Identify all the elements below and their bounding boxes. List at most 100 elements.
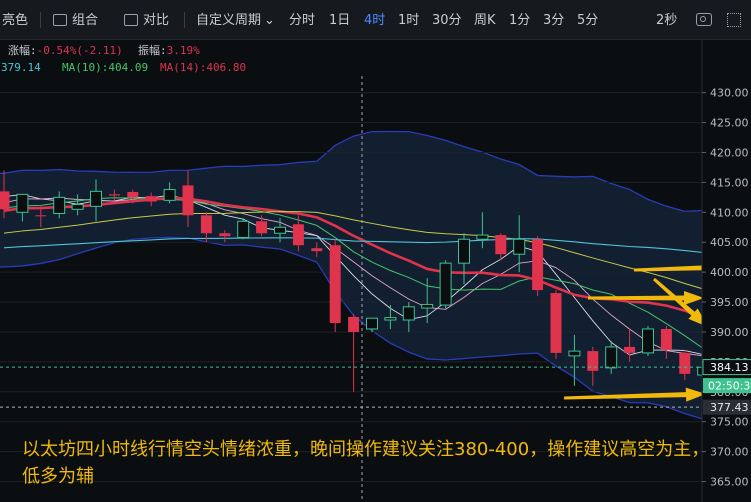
candle-body-up [163,189,176,201]
custom-period-dropdown[interactable]: 自定义周期 ⌄ [196,11,275,31]
price-axis-label: 390.00 [710,326,749,339]
candle-body-down [587,351,599,371]
change-readout: 涨幅:-0.54%(-2.11) [8,44,123,57]
candle-body-down [550,293,562,353]
ma30-line [3,210,704,290]
period-tab[interactable]: 5分 [577,13,599,28]
ma10-readout: MA(10):404.09 [62,61,149,74]
countdown-label: 02:50:35 [708,380,751,393]
candle-body-up [71,204,84,210]
compare-button[interactable]: 对比 [124,11,169,31]
candle-body-up [605,346,618,369]
candle-body-up [90,190,102,207]
candle-body-down [348,317,360,332]
price-axis-label: 365.00 [710,476,749,489]
custom-period-label: 自定义周期 [196,13,262,28]
candle-body-up [421,303,434,309]
candle-body-down [660,328,672,350]
price-axis-label: 415.00 [710,176,749,189]
annotation-arrow [564,387,706,402]
candle-body-up [642,328,654,354]
combo-label: 组合 [72,13,99,28]
candle-body-up [402,306,415,321]
bollinger-band-fill [0,131,722,420]
candle-body-up [237,220,250,238]
price-axis-label: 425.00 [710,117,749,130]
candle-body-up [458,238,470,264]
candle-body-up [384,317,397,321]
candle-body-down [495,235,507,255]
candle-body-down [200,215,212,234]
compare-label: 对比 [143,13,170,28]
period-tab[interactable]: 分时 [289,13,316,28]
candle-body-down [329,245,341,323]
chevron-down-icon: ⌄ [264,13,275,28]
refresh-interval[interactable]: 2秒 [656,13,678,28]
period-tab[interactable]: 3分 [543,13,565,28]
combo-button[interactable]: 组合 [53,11,98,31]
toolbar-divider [40,12,41,28]
price-axis-label: 420.00 [710,146,749,159]
annotation-arrow [653,277,708,327]
theme-toggle-button[interactable]: 亮色 [2,13,29,28]
annotation-arrow [634,260,730,275]
period-tab[interactable]: 周K [474,13,496,28]
candle-body-down [292,224,304,246]
current-price-label: 384.13 [710,361,749,374]
candle-body-up [513,238,526,255]
chart-toolbar: 亮色 组合 对比 自定义周期 ⌄ 分时 1日 4时 1时 30分 周K 1分 3分… [0,0,751,40]
price-axis-label: 395.00 [710,296,749,309]
ma7-line [3,196,704,357]
camera-icon[interactable] [696,13,712,26]
candle-body-up [16,193,29,213]
toolbar-divider [184,12,185,28]
ma10-line [3,197,704,349]
ma-readout: 379.14 [1,61,41,74]
price-axis-label: 430.00 [710,87,749,100]
countdown-tag [703,378,751,394]
price-axis-background [702,40,751,502]
bollinger-upper-line [0,130,722,213]
chart-compare-icon [124,14,138,26]
period-tab[interactable]: 1分 [509,13,531,28]
amplitude-readout: 振幅:3.19% [138,44,200,57]
ma5-line [3,194,704,356]
candle-body-down [532,239,544,291]
period-tab-active[interactable]: 4时 [364,13,386,28]
candle-body-down [256,221,268,234]
candle-body-down [679,352,691,374]
price-level-label: 377.43 [710,401,749,414]
candle-body-up [53,196,66,215]
candle-body-up [476,234,489,240]
current-price-tag [702,359,751,376]
ma60-line [3,237,704,254]
price-axis-label: 405.00 [710,236,749,249]
period-tab[interactable]: 1日 [329,13,351,28]
candle-body-up [274,226,286,234]
price-axis-label: 375.00 [710,416,749,429]
candle-body-down [127,191,139,198]
price-level-tag [703,399,751,415]
price-axis-label: 400.00 [710,266,749,279]
price-axis-label: 410.00 [710,206,749,219]
candle-body-down [624,346,636,353]
candle-body-down [35,215,47,217]
candle-body-down [182,185,194,216]
candle-body-up [568,350,581,357]
candle-body-down [0,191,10,210]
indicator-info-bar: 涨幅:-0.54%(-2.11) 振幅:3.19% 379.14 MA(10):… [0,40,751,76]
grid-icon [53,14,67,26]
ma14-readout: MA(14):406.80 [160,61,247,74]
period-tab[interactable]: 30分 [432,13,462,28]
ma14-line [3,196,704,320]
price-axis-label: 370.00 [710,446,749,459]
analysis-note: 以太坊四小时线行情空头情绪浓重，晚间操作建议关注380-400，操作建议高空为主… [22,439,710,487]
candle-body-up [439,262,452,306]
fullscreen-icon[interactable] [727,13,741,27]
candle-body-down [108,194,120,196]
candle-body-up [366,317,378,330]
period-tab[interactable]: 1时 [398,13,420,28]
candle-body-down [145,196,157,202]
candle-body-down [311,248,323,252]
